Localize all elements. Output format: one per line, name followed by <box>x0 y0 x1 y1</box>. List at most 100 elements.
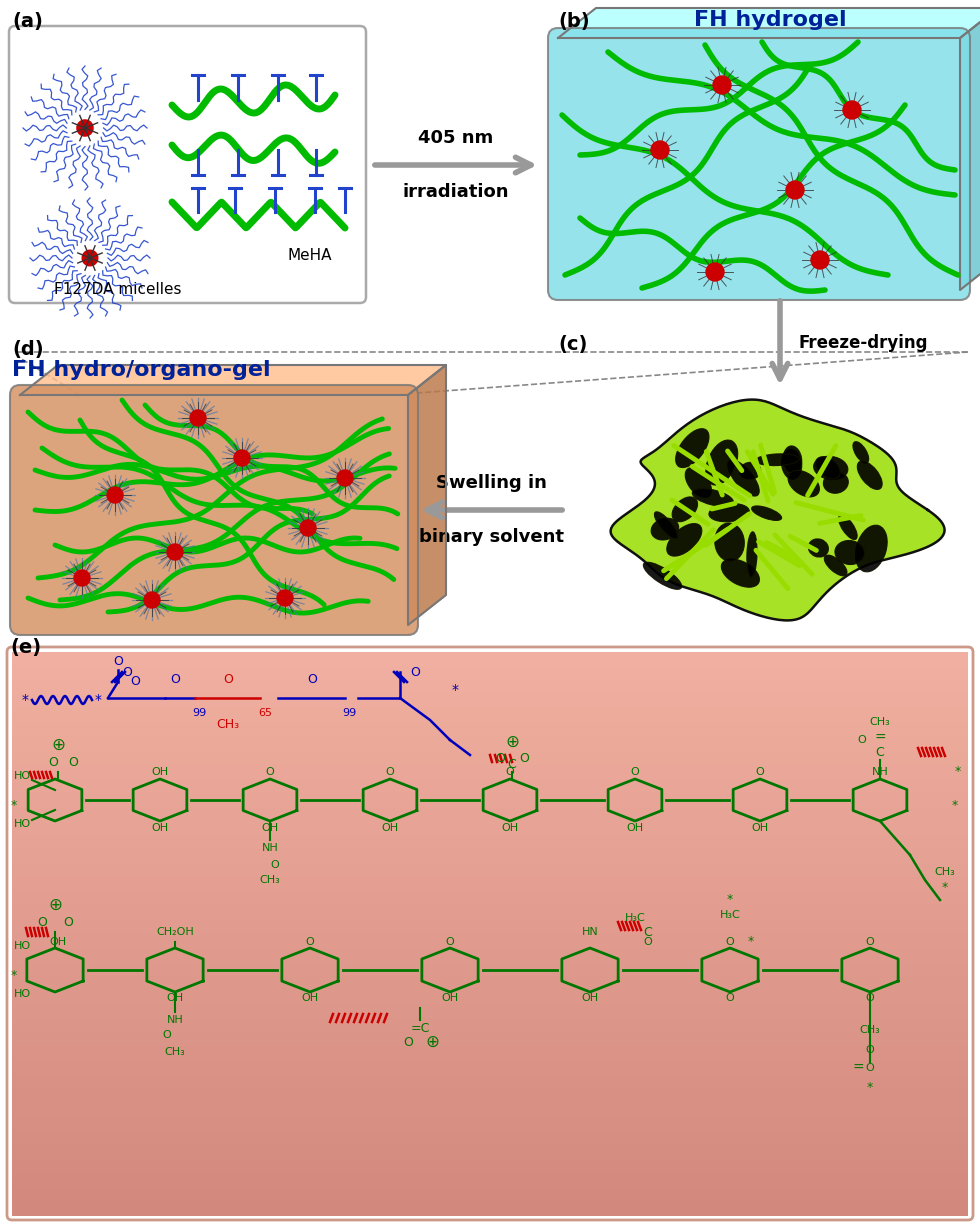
Ellipse shape <box>747 532 758 577</box>
Text: (c): (c) <box>558 335 587 354</box>
Text: ⊕: ⊕ <box>51 736 65 754</box>
FancyBboxPatch shape <box>10 385 418 635</box>
Text: CH₃: CH₃ <box>869 717 891 727</box>
Text: HO: HO <box>14 989 30 1000</box>
Circle shape <box>811 251 829 269</box>
Polygon shape <box>960 9 980 290</box>
Text: 99: 99 <box>342 708 357 719</box>
Ellipse shape <box>721 558 760 588</box>
Text: O: O <box>865 1045 874 1055</box>
Bar <box>12 807 968 822</box>
Bar <box>12 962 968 976</box>
Text: *: * <box>952 798 958 811</box>
Text: HO: HO <box>14 941 30 951</box>
Text: CH₃: CH₃ <box>260 875 280 885</box>
Text: CH₃: CH₃ <box>859 1025 880 1035</box>
Text: OH: OH <box>581 993 599 1003</box>
Text: OH: OH <box>626 822 644 833</box>
Text: (e): (e) <box>10 638 41 657</box>
Circle shape <box>190 411 206 426</box>
Text: (a): (a) <box>12 12 43 31</box>
Text: O: O <box>403 1035 413 1048</box>
Text: CH₂OH: CH₂OH <box>156 927 194 937</box>
Text: OH: OH <box>502 822 518 833</box>
Circle shape <box>74 569 90 587</box>
Bar <box>12 1089 968 1103</box>
Text: =: = <box>874 731 886 745</box>
Ellipse shape <box>709 503 750 522</box>
Circle shape <box>713 76 731 94</box>
Text: OH: OH <box>167 993 183 1003</box>
Text: O: O <box>495 752 505 765</box>
Text: O: O <box>223 673 233 686</box>
Bar <box>12 934 968 948</box>
Ellipse shape <box>675 429 709 468</box>
Circle shape <box>277 590 293 606</box>
Ellipse shape <box>824 555 847 576</box>
Circle shape <box>300 521 316 536</box>
Bar <box>12 906 968 920</box>
Text: OH: OH <box>262 822 278 833</box>
Text: O: O <box>130 675 140 688</box>
Circle shape <box>82 251 98 266</box>
Ellipse shape <box>858 461 882 490</box>
Bar <box>12 1130 968 1146</box>
Ellipse shape <box>835 540 864 565</box>
FancyBboxPatch shape <box>548 28 970 299</box>
Text: OH: OH <box>152 822 169 833</box>
Text: O: O <box>644 937 653 947</box>
Text: irradiation: irradiation <box>403 183 510 200</box>
Text: O: O <box>122 666 132 678</box>
Bar <box>12 737 968 752</box>
Text: ⊕: ⊕ <box>505 733 519 752</box>
Bar <box>12 778 968 794</box>
Ellipse shape <box>714 523 745 561</box>
Bar <box>12 793 968 808</box>
Text: O: O <box>858 734 866 745</box>
Bar <box>12 1018 968 1033</box>
Ellipse shape <box>655 512 678 539</box>
Text: MeHA: MeHA <box>288 248 332 263</box>
Text: Freeze-drying: Freeze-drying <box>798 334 927 352</box>
Bar <box>12 1102 968 1117</box>
Text: NH: NH <box>262 843 278 853</box>
Text: O: O <box>756 767 764 777</box>
Text: 99: 99 <box>192 708 206 719</box>
Text: O: O <box>37 915 47 929</box>
Ellipse shape <box>853 441 868 463</box>
Ellipse shape <box>856 525 887 572</box>
Text: ⊕: ⊕ <box>425 1033 439 1051</box>
Polygon shape <box>20 365 446 395</box>
Bar <box>12 1145 968 1160</box>
Text: NH: NH <box>167 1015 183 1025</box>
Text: *: * <box>22 693 29 708</box>
Ellipse shape <box>808 539 828 557</box>
Circle shape <box>651 141 669 159</box>
Text: O: O <box>63 915 73 929</box>
FancyBboxPatch shape <box>9 26 366 303</box>
Text: (b): (b) <box>558 12 590 31</box>
Ellipse shape <box>672 497 698 522</box>
Text: 405 nm: 405 nm <box>418 130 494 147</box>
Text: O: O <box>48 755 58 769</box>
Bar <box>12 849 968 864</box>
Polygon shape <box>611 400 945 621</box>
Text: O: O <box>446 937 455 947</box>
Text: O: O <box>865 1063 874 1073</box>
Text: ⊕: ⊕ <box>48 896 62 914</box>
Bar <box>12 709 968 723</box>
Bar <box>12 990 968 1004</box>
Text: *: * <box>11 969 17 981</box>
Text: binary solvent: binary solvent <box>419 528 564 546</box>
Text: *: * <box>452 683 459 697</box>
Text: OH: OH <box>752 822 768 833</box>
Bar <box>12 722 968 737</box>
Text: FH hydro/organo-gel: FH hydro/organo-gel <box>12 360 270 380</box>
Bar <box>12 1117 968 1132</box>
Circle shape <box>167 544 183 560</box>
Text: *: * <box>867 1081 873 1095</box>
Text: NH: NH <box>871 767 889 777</box>
Bar <box>12 1004 968 1019</box>
Text: 65: 65 <box>258 708 272 719</box>
Bar <box>12 891 968 907</box>
